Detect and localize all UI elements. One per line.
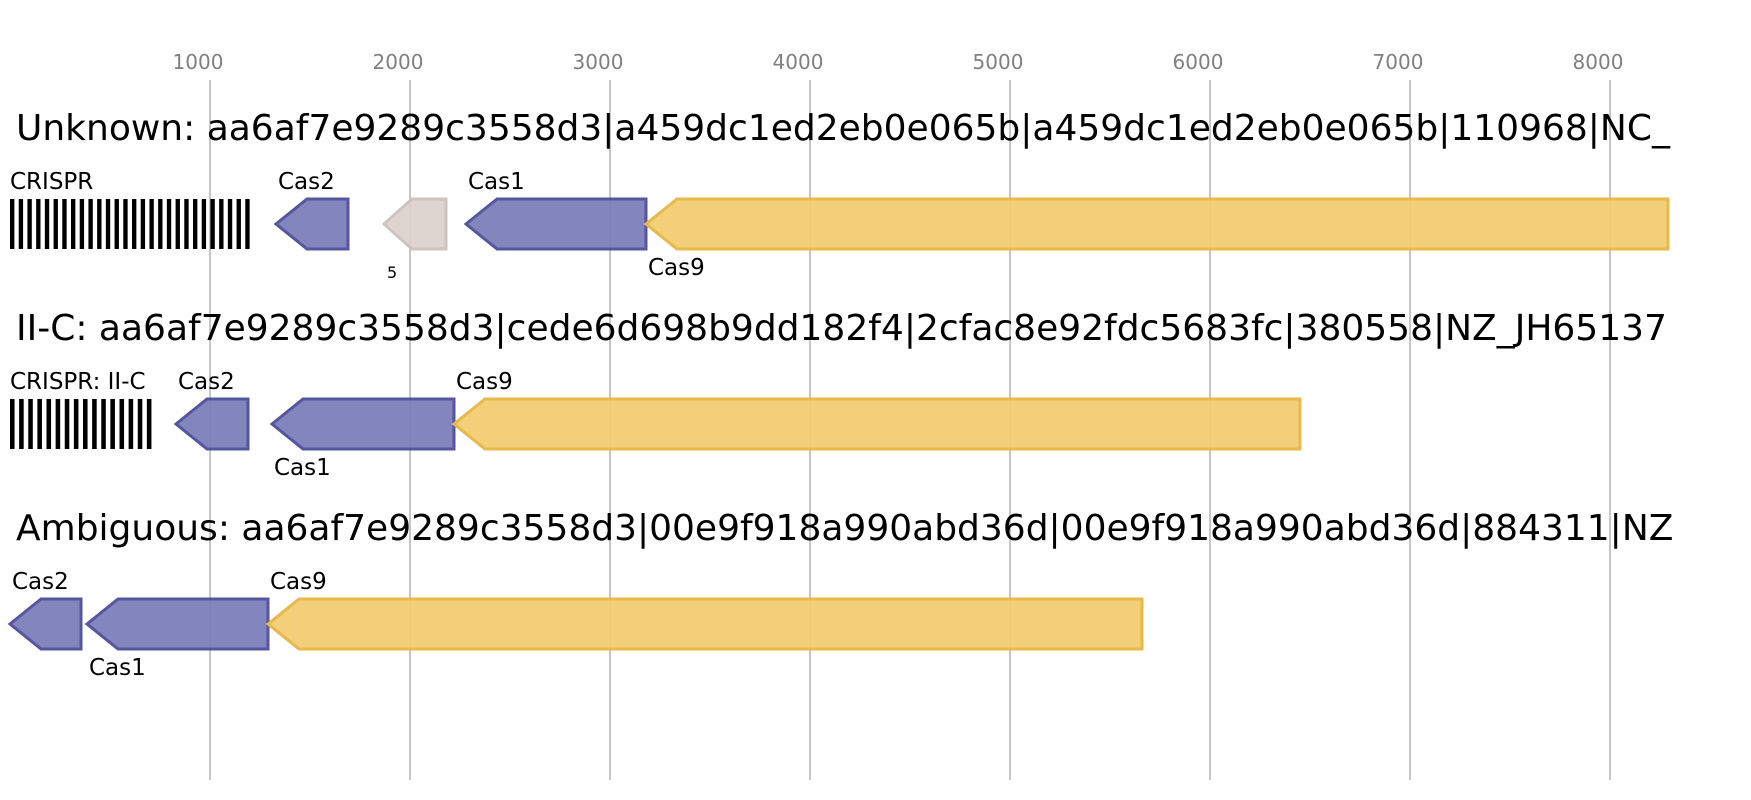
crispr-repeat: [166, 199, 172, 249]
crispr-repeat: [27, 199, 32, 249]
axis-tick-label: 3000: [573, 50, 624, 74]
crispr-repeat: [36, 199, 41, 249]
gene-label: Cas9: [648, 255, 705, 281]
gene-label: Cas1: [274, 455, 331, 481]
crispr-repeat: [119, 399, 125, 449]
gene-label: Cas1: [89, 655, 146, 681]
crispr-label: CRISPR: II-C: [10, 369, 146, 395]
crispr-repeat: [88, 199, 93, 249]
crispr-repeat: [44, 199, 50, 249]
gene-arrow-cas2: [273, 197, 350, 251]
crispr-repeat: [184, 199, 189, 249]
crispr-repeat: [227, 199, 233, 249]
crispr-repeat: [137, 399, 143, 449]
gene-label: Cas9: [456, 369, 513, 395]
crispr-repeat: [201, 199, 207, 249]
axis-tick-label: 7000: [1373, 50, 1424, 74]
gene-label: Cas2: [278, 169, 335, 195]
crispr-repeat: [97, 199, 102, 249]
crispr-repeat: [236, 199, 241, 249]
track-title: II-C: aa6af7e9289c3558d3|cede6d698b9dd18…: [16, 308, 1667, 349]
gene-label: Cas2: [178, 369, 235, 395]
crispr-repeat: [132, 199, 137, 249]
track-title: Ambiguous: aa6af7e9289c3558d3|00e9f918a9…: [16, 508, 1673, 549]
crispr-repeat: [10, 199, 15, 249]
gene-label: Cas1: [468, 169, 525, 195]
axis-tick-label: 2000: [373, 50, 424, 74]
crispr-repeat: [55, 399, 61, 449]
crispr-repeat: [128, 399, 134, 449]
crispr-repeat: [64, 399, 70, 449]
axis-tick-label: 4000: [773, 50, 824, 74]
gene-label: Cas9: [270, 569, 327, 595]
crispr-repeat: [219, 199, 224, 249]
crispr-repeat: [158, 199, 163, 249]
axis-tick-label: 1000: [173, 50, 224, 74]
crispr-repeat: [101, 399, 106, 449]
crispr-repeat: [245, 199, 250, 249]
gene-arrow-cas9: [643, 197, 1670, 251]
crispr-repeat: [10, 399, 15, 449]
crispr-repeat: [71, 199, 76, 249]
crispr-repeat: [46, 399, 52, 449]
gene-arrow-cas2: [7, 597, 83, 651]
crispr-repeat: [83, 399, 88, 449]
gene-label: 5: [387, 263, 397, 282]
gene-arrow-cas9: [451, 397, 1302, 451]
gene-arrow-cas9: [265, 597, 1144, 651]
axis-tick-label: 8000: [1573, 50, 1624, 74]
gene-label: Cas2: [12, 569, 69, 595]
gene-arrow-cas1: [463, 197, 648, 251]
gene-arrow-cas2: [173, 397, 250, 451]
crispr-repeat: [37, 399, 42, 449]
crispr-repeat: [146, 399, 152, 449]
crispr-repeat: [28, 399, 33, 449]
crispr-repeat: [193, 199, 198, 249]
crispr-repeat: [18, 199, 24, 249]
crispr-label: CRISPR: [10, 169, 93, 195]
track-title: Unknown: aa6af7e9289c3558d3|a459dc1ed2eb…: [16, 108, 1671, 149]
crispr-repeat: [110, 399, 115, 449]
crispr-repeat: [62, 199, 67, 249]
crispr-repeat: [175, 199, 180, 249]
crispr-repeat: [73, 399, 79, 449]
gene-arrow-cas1: [269, 397, 456, 451]
crispr-repeat: [79, 199, 85, 249]
axis-tick-label: 6000: [1173, 50, 1224, 74]
crispr-array: [10, 399, 152, 449]
crispr-repeat: [19, 399, 24, 449]
crispr-repeat: [149, 199, 154, 249]
crispr-repeat: [123, 199, 128, 249]
crispr-repeat: [92, 399, 97, 449]
gene-arrow-5: [381, 197, 448, 251]
gene-arrow-cas1: [84, 597, 270, 651]
crispr-repeat: [140, 199, 146, 249]
crispr-repeat: [105, 199, 111, 249]
crispr-repeat: [53, 199, 58, 249]
crispr-repeat: [210, 199, 215, 249]
crispr-array: [10, 199, 250, 249]
axis-tick-label: 5000: [973, 50, 1024, 74]
crispr-repeat: [114, 199, 119, 249]
